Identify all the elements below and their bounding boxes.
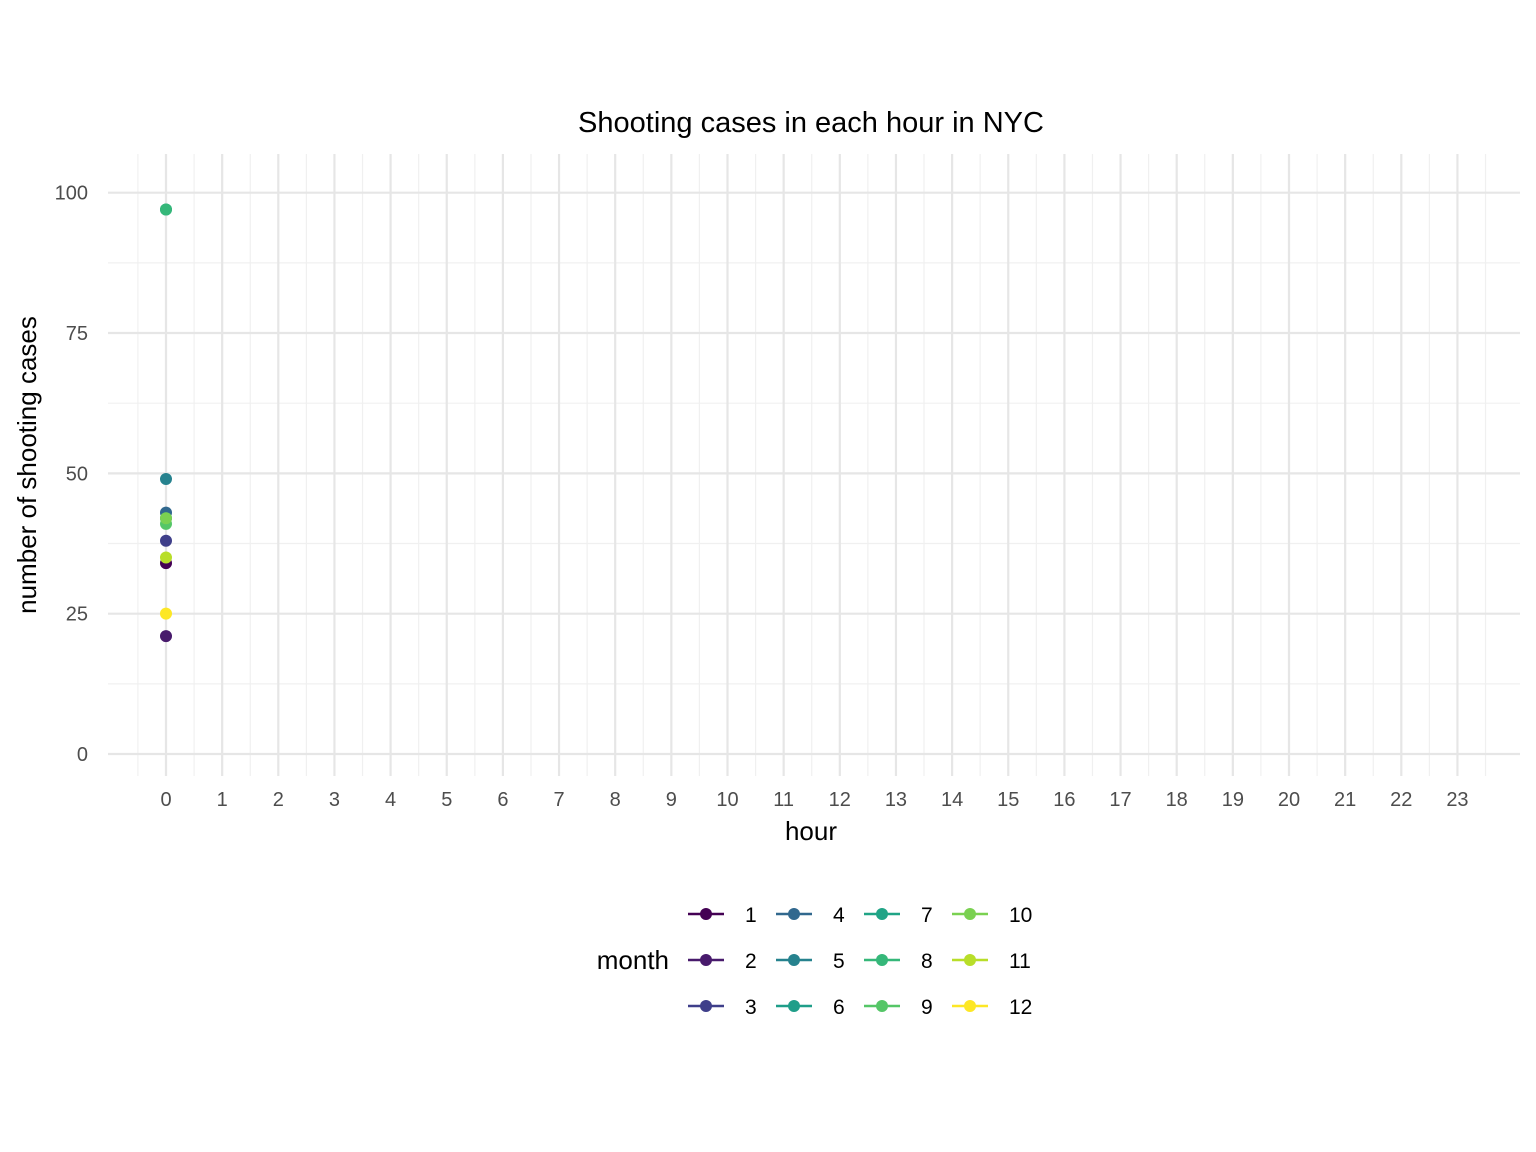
x-tick-label: 14 — [941, 789, 963, 811]
x-axis-label: hour — [785, 816, 837, 846]
y-axis-label: number of shooting cases — [12, 316, 42, 614]
legend-label: 2 — [745, 950, 757, 973]
x-tick-label: 15 — [997, 789, 1019, 811]
legend-key-point — [876, 1000, 888, 1012]
x-tick-label: 20 — [1278, 789, 1300, 811]
data-point-month-11 — [160, 551, 172, 564]
data-point-month-2 — [160, 630, 172, 643]
legend-key-point — [700, 954, 712, 966]
x-tick-label: 16 — [1053, 789, 1075, 811]
data-point-month-3 — [160, 534, 172, 547]
legend-key-point — [700, 908, 712, 920]
data-point-month-8 — [160, 203, 172, 216]
legend-label: 7 — [921, 904, 933, 927]
legend-label: 11 — [1009, 950, 1031, 973]
x-tick-label: 11 — [773, 789, 794, 811]
y-tick-label: 100 — [55, 183, 88, 205]
legend-key-point — [964, 908, 976, 920]
y-tick-label: 50 — [66, 463, 88, 485]
legend-item-month-3: 3 — [688, 996, 757, 1019]
x-tick-label: 4 — [385, 789, 396, 811]
x-tick-label: 1 — [217, 789, 228, 811]
x-tick-label: 5 — [441, 789, 452, 811]
x-tick-label: 19 — [1222, 789, 1244, 811]
chart-title: Shooting cases in each hour in NYC — [578, 107, 1044, 139]
x-tick-label: 22 — [1390, 789, 1412, 811]
legend-item-month-2: 2 — [688, 950, 757, 973]
x-tick-label: 3 — [329, 789, 340, 811]
legend-label: 8 — [921, 950, 933, 973]
x-tick-label: 21 — [1334, 789, 1356, 811]
legend-item-month-7: 7 — [864, 904, 933, 927]
data-point-month-10 — [160, 512, 172, 525]
x-tick-label: 8 — [610, 789, 621, 811]
x-tick-label: 10 — [716, 789, 738, 811]
x-tick-label: 7 — [553, 789, 564, 811]
x-tick-labels: 0 1 2 3 4 5 6 7 8 9 10 11 12 13 14 15 16 17 18 19 20 21 22 23 — [160, 789, 1468, 811]
legend-key-point — [788, 908, 800, 920]
legend-item-month-5: 5 — [776, 950, 845, 973]
y-tick-label: 0 — [77, 744, 88, 766]
legend-label: 9 — [921, 996, 933, 1019]
x-tick-label: 18 — [1166, 789, 1188, 811]
data-point-month-5 — [160, 472, 172, 485]
legend-item-month-8: 8 — [864, 950, 933, 973]
legend-key-point — [964, 954, 976, 966]
data-point-month-12 — [160, 607, 172, 620]
legend-key-point — [788, 1000, 800, 1012]
legend-label: 12 — [1009, 996, 1032, 1019]
legend-label: 4 — [833, 904, 845, 927]
x-tick-label: 9 — [666, 789, 677, 811]
x-tick-label: 13 — [885, 789, 907, 811]
legend-label: 3 — [745, 996, 757, 1019]
legend-item-month-12: 12 — [952, 996, 1032, 1019]
legend-item-month-4: 4 — [776, 904, 845, 927]
y-tick-label: 25 — [66, 604, 88, 626]
legend-item-month-10: 10 — [952, 904, 1032, 927]
x-tick-label: 17 — [1109, 789, 1131, 811]
legend-label: 5 — [833, 950, 845, 973]
x-tick-label: 6 — [497, 789, 508, 811]
legend-label: 6 — [833, 996, 845, 1019]
y-tick-label: 75 — [66, 323, 88, 345]
legend-key-point — [788, 954, 800, 966]
legend-item-month-1: 1 — [688, 904, 757, 927]
y-tick-labels: 0 25 50 75 100 — [55, 183, 88, 766]
x-tick-label: 12 — [829, 789, 851, 811]
legend-key-point — [964, 1000, 976, 1012]
legend-item-month-9: 9 — [864, 996, 933, 1019]
legend-key-point — [876, 908, 888, 920]
legend-label: 10 — [1009, 904, 1032, 927]
legend-label: 1 — [745, 904, 757, 927]
legend-item-month-11: 11 — [952, 950, 1031, 973]
legend-title: month — [597, 945, 669, 975]
grid — [108, 154, 1520, 776]
data-points — [160, 203, 172, 643]
x-tick-label: 0 — [160, 789, 171, 811]
x-tick-label: 23 — [1446, 789, 1468, 811]
legend-key-point — [876, 954, 888, 966]
x-tick-label: 2 — [273, 789, 284, 811]
legend-key-point — [700, 1000, 712, 1012]
legend-item-month-6: 6 — [776, 996, 845, 1019]
